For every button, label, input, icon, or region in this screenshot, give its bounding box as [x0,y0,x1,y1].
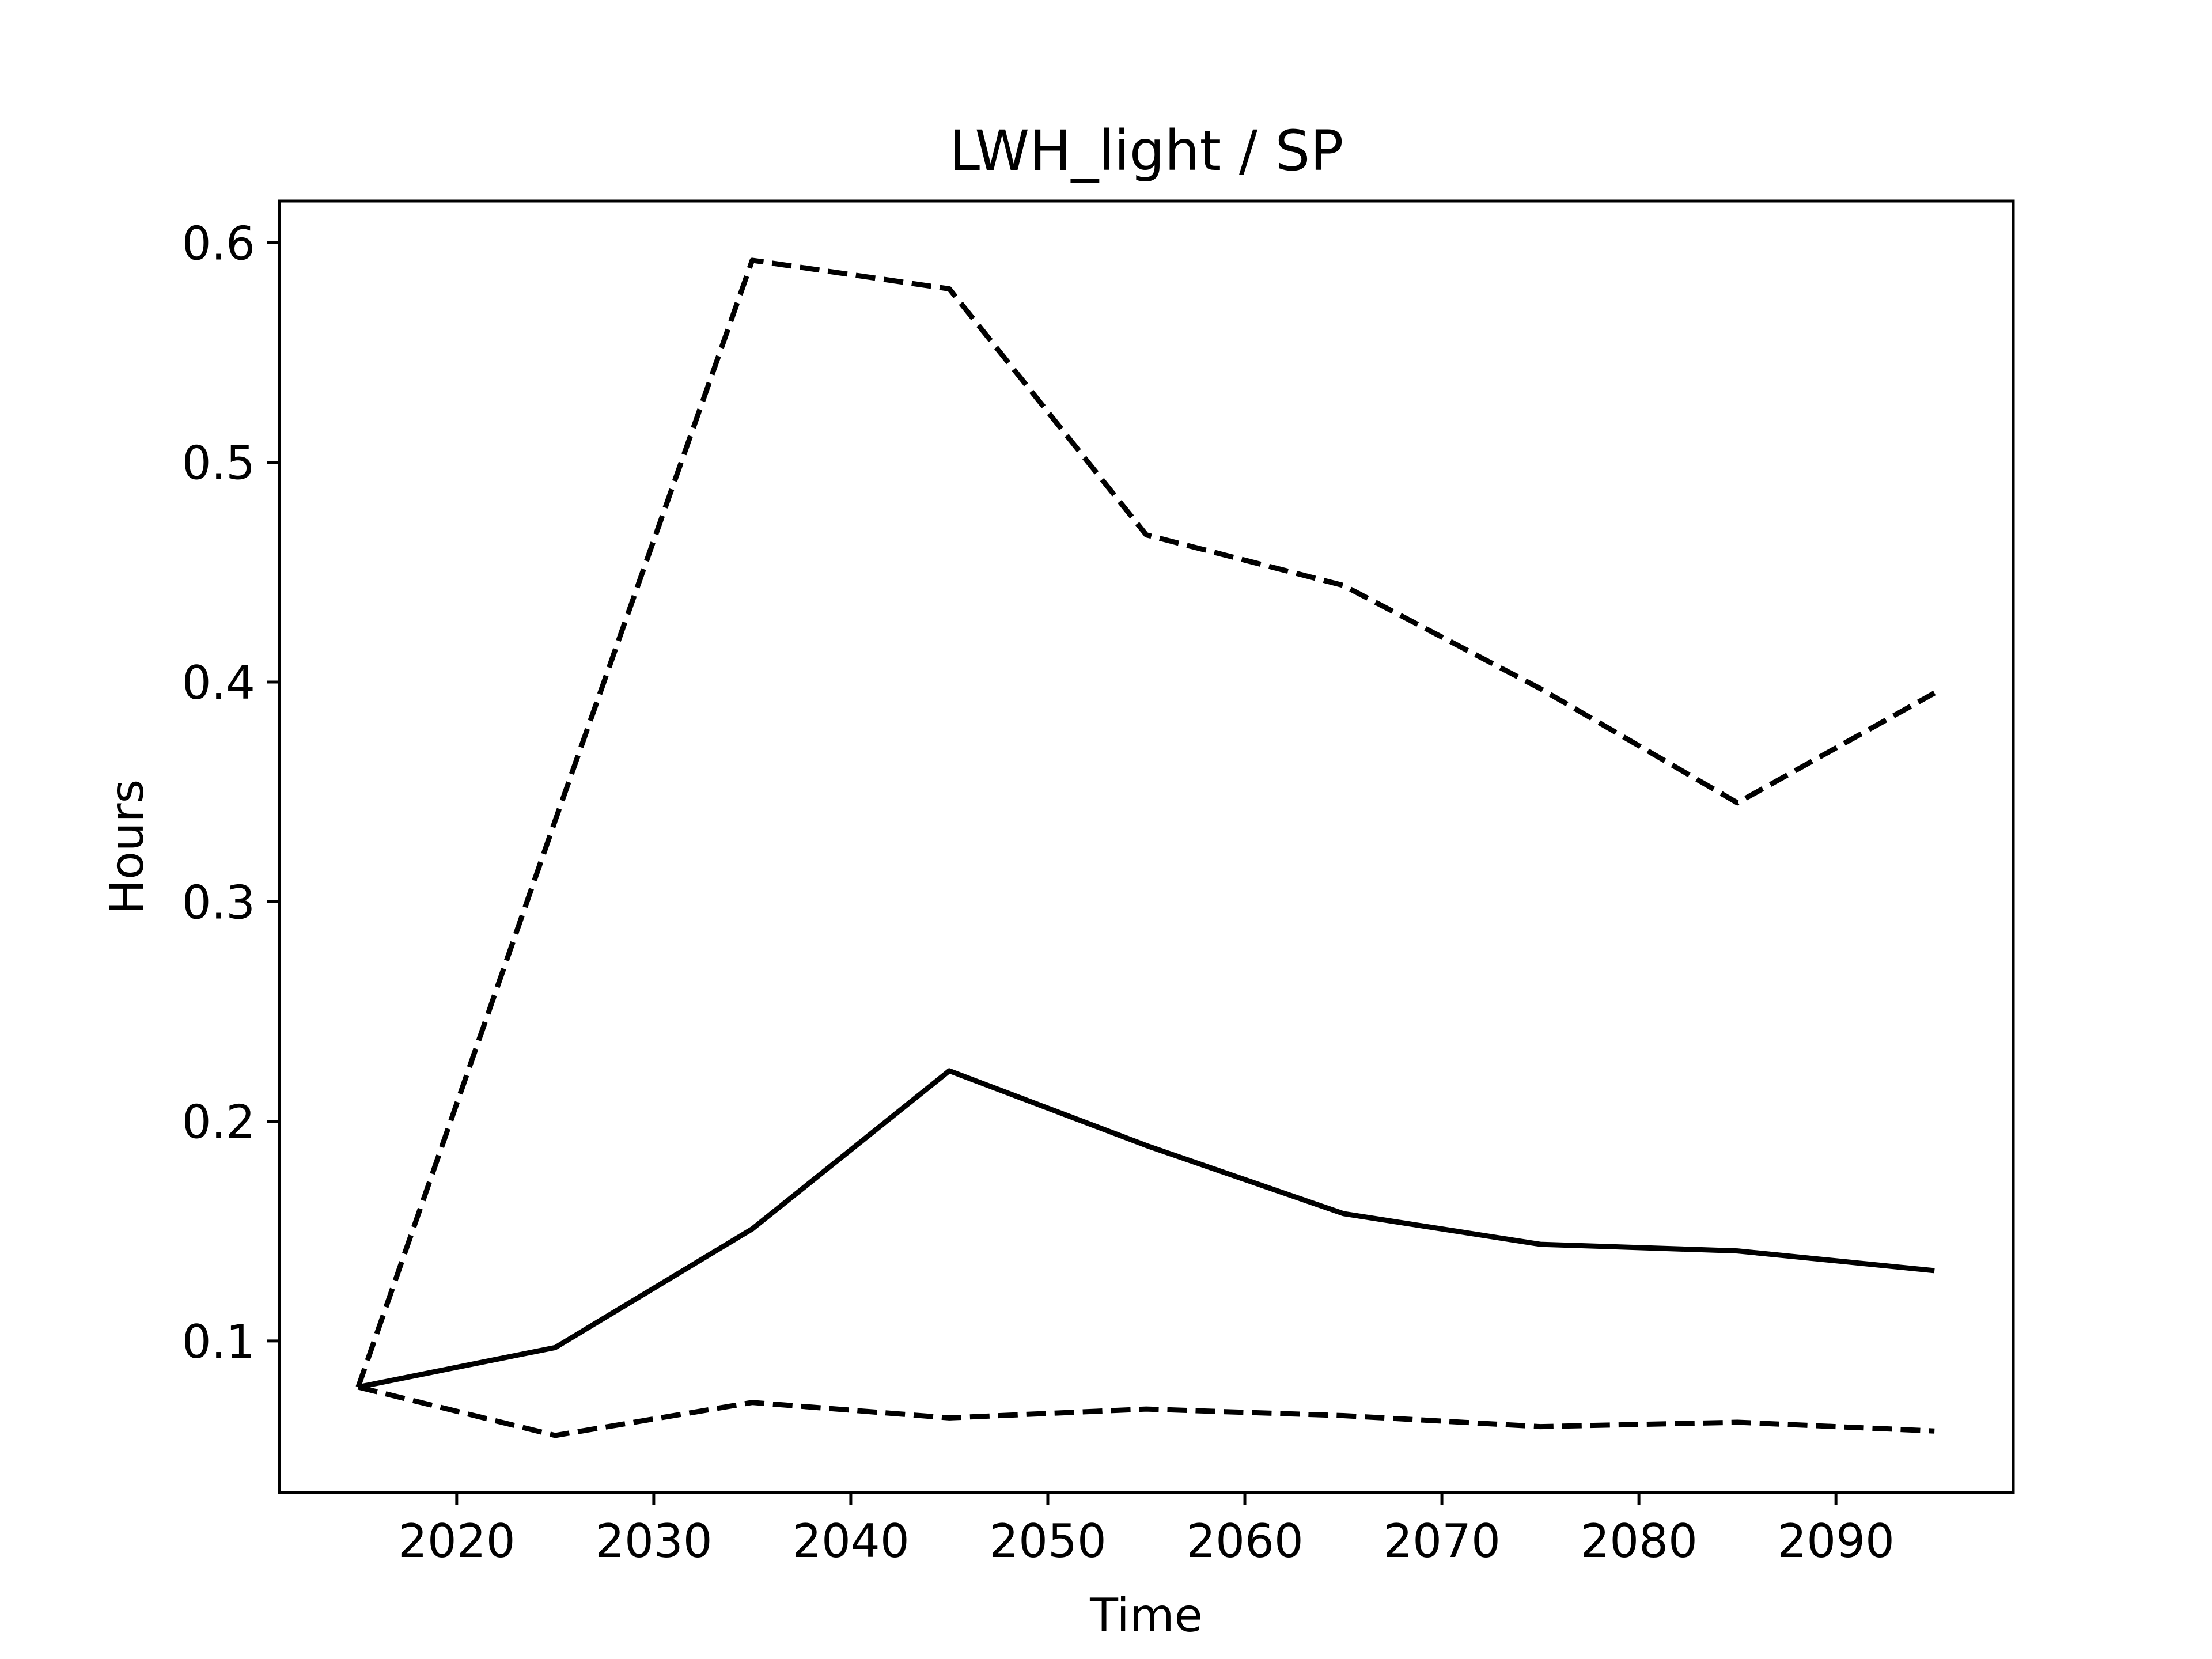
x-tick-label: 2080 [1580,1514,1698,1568]
series-layer [355,257,1936,1438]
series-line-upper-bound-line [355,257,1936,1388]
y-tick-label: 0.5 [182,437,255,490]
x-tick-label: 2090 [1777,1514,1895,1568]
plot-area-frame [278,199,2015,1494]
chart-title: LWH_light / SP [949,119,1344,183]
y-tick-label: 0.2 [182,1096,255,1149]
x-axis-label: Time [1089,1589,1203,1642]
series-line-median-line [357,1068,1935,1390]
x-tick-label: 2070 [1383,1514,1501,1568]
y-tick-label: 0.4 [182,656,255,710]
y-axis-label: Hours [100,779,154,914]
y-tick-label: 0.6 [182,217,255,270]
x-tick-label: 2040 [792,1514,910,1568]
y-axis: 0.1 0.2 0.3 0.4 0.5 0.6 [182,217,279,1369]
series-line-lower-bound-line [357,1384,1935,1438]
x-tick-label: 2050 [989,1514,1107,1568]
x-tick-label: 2020 [398,1514,516,1568]
x-axis: 2020 2030 2040 2050 2060 2070 2080 2090 [398,1493,1895,1568]
y-tick-label: 0.3 [182,876,255,929]
y-tick-label: 0.1 [182,1315,255,1369]
x-tick-label: 2060 [1186,1514,1304,1568]
x-tick-label: 2030 [595,1514,713,1568]
